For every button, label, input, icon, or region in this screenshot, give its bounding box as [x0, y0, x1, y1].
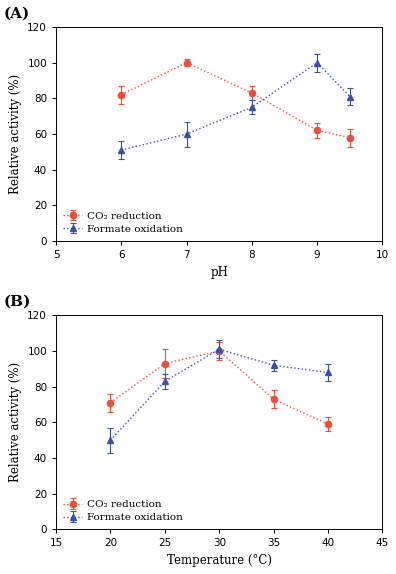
Text: (B): (B) — [4, 295, 31, 309]
X-axis label: Temperature (°C): Temperature (°C) — [167, 554, 272, 567]
Y-axis label: Relative activity (%): Relative activity (%) — [9, 74, 22, 194]
Legend: CO₂ reduction, Formate oxidation: CO₂ reduction, Formate oxidation — [61, 210, 185, 236]
Text: (A): (A) — [4, 6, 30, 21]
Legend: CO₂ reduction, Formate oxidation: CO₂ reduction, Formate oxidation — [61, 498, 185, 524]
X-axis label: pH: pH — [210, 266, 228, 278]
Y-axis label: Relative activity (%): Relative activity (%) — [9, 362, 22, 483]
